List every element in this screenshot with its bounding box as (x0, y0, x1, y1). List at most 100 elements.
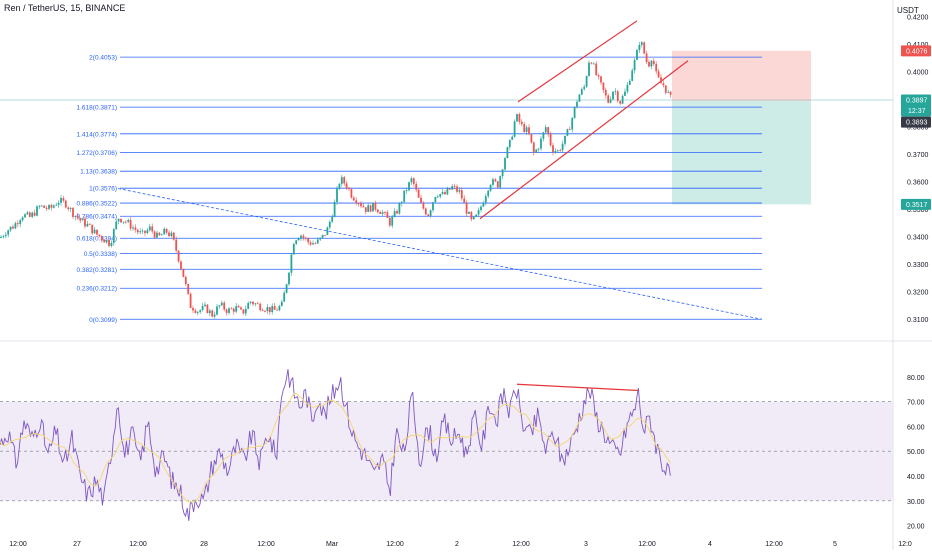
candle-body (669, 91, 672, 95)
candle-body (492, 179, 494, 185)
fib-level-label: 0.236(0.3212) (77, 286, 117, 293)
candle-body (482, 203, 485, 207)
candle-body (156, 232, 158, 238)
candle-body (592, 63, 595, 65)
candle-body (540, 138, 542, 149)
candle-body (604, 89, 607, 96)
candle-body (187, 284, 190, 294)
candle-body (537, 148, 540, 150)
candle-body (357, 203, 360, 205)
candle-body (364, 207, 367, 212)
candle-body (458, 190, 461, 192)
candle-body (405, 190, 408, 192)
candle-body (240, 307, 242, 310)
candle-body (79, 218, 82, 221)
candle-body (276, 309, 278, 311)
candle-body (177, 250, 180, 262)
candle-body (448, 188, 451, 190)
candle-body (655, 64, 658, 72)
candle-body (316, 239, 319, 244)
candle-body (112, 229, 115, 243)
candle-body (52, 205, 55, 208)
candle-body (220, 302, 223, 306)
candle-body (535, 149, 538, 153)
candle-body (499, 176, 502, 188)
candle-body (640, 42, 643, 45)
candle-body (33, 212, 36, 216)
candle-body (554, 150, 557, 153)
candle-body (511, 136, 514, 140)
candle-body (415, 183, 418, 190)
candle-body (206, 304, 209, 314)
candle-body (585, 76, 588, 87)
candle-body (216, 306, 218, 315)
candle-body (321, 234, 324, 238)
candle-body (98, 234, 101, 237)
candle-body (597, 75, 600, 77)
candle-body (19, 220, 22, 225)
candle-body (120, 218, 122, 223)
candle-body (590, 62, 593, 64)
candle-body (352, 197, 355, 201)
candle-body (266, 307, 269, 312)
candle-body (0, 236, 2, 238)
candle-body (175, 239, 178, 251)
candle-body (134, 227, 137, 230)
candle-body (228, 308, 230, 313)
time-axis-label: Mar (326, 541, 339, 548)
candle-body (460, 190, 463, 199)
candle-body (168, 232, 170, 237)
time-axis-label: 12:00 (257, 541, 275, 548)
candle-body (9, 226, 12, 231)
candle-body (343, 177, 346, 184)
candle-body (72, 207, 74, 217)
candle-body (232, 308, 235, 312)
price-tag (901, 94, 931, 117)
candle-body (292, 243, 295, 255)
candle-body (60, 198, 62, 203)
price-tag (901, 198, 931, 210)
candle-body (264, 310, 266, 312)
candle-body (290, 254, 293, 273)
candle-body (86, 223, 89, 227)
price-tag-label: 0.3897 (906, 98, 928, 105)
candle-body (43, 205, 46, 208)
candle-body (636, 50, 638, 60)
candle-body (487, 190, 490, 197)
candle-body (643, 42, 646, 54)
candle-body (432, 202, 434, 211)
price-axis-tick-label: 0.3800 (907, 125, 929, 132)
candle-body (496, 181, 499, 188)
candle-body (621, 95, 624, 104)
candle-body (204, 304, 206, 306)
candle-body (609, 99, 612, 103)
candle-body (470, 211, 473, 220)
candle-body (484, 196, 487, 204)
candle-body (614, 91, 617, 93)
fib-level-label: 0.382(0.3281) (77, 267, 117, 274)
fib-level-label: 1.272(0.3706) (77, 150, 117, 157)
candle-body (340, 177, 343, 184)
candle-body (165, 228, 168, 233)
candle-body (38, 206, 41, 207)
candle-body (501, 169, 504, 177)
candle-body (355, 200, 358, 204)
candle-body (218, 305, 221, 307)
candle-body (285, 284, 288, 293)
candle-body (254, 303, 257, 305)
candle-body (307, 238, 310, 243)
candle-body (633, 59, 636, 71)
candle-body (180, 261, 182, 269)
candle-body (547, 127, 550, 135)
candle-body (532, 142, 535, 153)
candle-body (520, 121, 523, 125)
candle-body (384, 212, 386, 213)
fib-level-label: 0.618(0.3394) (77, 236, 117, 243)
candle-body (304, 237, 307, 239)
candle-body (660, 77, 662, 84)
candle-body (300, 235, 302, 239)
candle-body (662, 83, 665, 86)
candle-body (616, 91, 619, 101)
